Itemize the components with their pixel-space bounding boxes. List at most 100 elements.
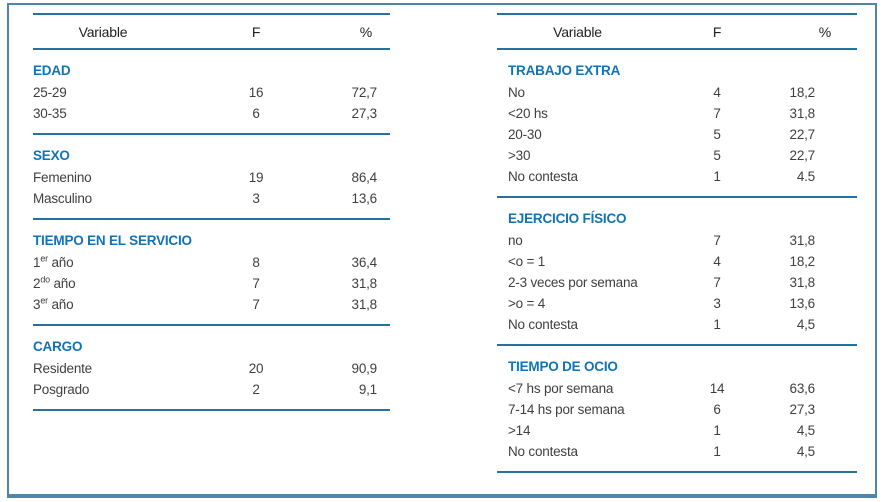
row-frequency-value: 1 bbox=[713, 444, 721, 459]
table-row: No contesta 1 4.5 bbox=[497, 166, 857, 187]
table-row: 25-29 16 72,7 bbox=[33, 82, 390, 103]
row-percent-value: 31,8 bbox=[351, 276, 378, 291]
row-label-rest: año bbox=[49, 276, 76, 291]
table-section: TRABAJO EXTRA No 4 18,2 <20 hs 7 31,8 20-30 5 22,… bbox=[497, 50, 857, 196]
row-label: No contesta bbox=[508, 169, 578, 184]
row-percent-value: 4,5 bbox=[796, 423, 815, 438]
row-label: no bbox=[508, 233, 523, 248]
row-label: Residente bbox=[33, 361, 92, 376]
divider-rule bbox=[497, 344, 857, 346]
sections-container: EDAD 25-29 16 72,7 30-35 6 27,3 SEXO Femenino 19 8… bbox=[33, 50, 390, 411]
row-label: Posgrado bbox=[33, 382, 90, 397]
table-header-row: Variable F % bbox=[497, 15, 857, 48]
row-label: <7 hs por semana bbox=[508, 381, 614, 396]
divider-rule bbox=[33, 218, 390, 220]
header-variable: Variable bbox=[78, 23, 128, 40]
row-label: 2-3 veces por semana bbox=[508, 275, 638, 290]
row-percent-value: 31,8 bbox=[789, 106, 816, 121]
table-section: TIEMPO DE OCIO <7 hs por semana 14 63,6 7-14… bbox=[497, 346, 857, 471]
divider-rule bbox=[33, 324, 390, 326]
row-percent-value: 13,6 bbox=[351, 191, 378, 206]
row-frequency-value: 1 bbox=[713, 169, 721, 184]
divider-rule bbox=[497, 471, 857, 473]
table-row: 30-35 6 27,3 bbox=[33, 103, 390, 124]
table-row: >o = 4 3 13,6 bbox=[497, 293, 857, 314]
row-label-base: 2 bbox=[33, 276, 41, 291]
row-frequency-value: 8 bbox=[252, 255, 260, 270]
table-row: Posgrado 2 9,1 bbox=[33, 379, 390, 400]
section-title: EJERCICIO FÍSICO bbox=[508, 211, 627, 226]
row-percent-value: 9,1 bbox=[358, 382, 377, 397]
section-title: SEXO bbox=[33, 148, 70, 163]
row-label: Masculino bbox=[33, 191, 92, 206]
table-row: >14 1 4,5 bbox=[497, 420, 857, 441]
row-percent-value: 18,2 bbox=[789, 254, 816, 269]
row-label: No contesta bbox=[508, 444, 578, 459]
row-percent-value: 36,4 bbox=[351, 255, 378, 270]
header-percent: % bbox=[359, 23, 372, 40]
row-label: <o = 1 bbox=[508, 254, 546, 269]
row-label: 30-35 bbox=[33, 106, 67, 121]
row-frequency-value: 14 bbox=[709, 381, 725, 396]
table-row: Residente 20 90,9 bbox=[33, 358, 390, 379]
row-percent-value: 4,5 bbox=[796, 444, 815, 459]
row-label-superscript: do bbox=[40, 274, 50, 285]
row-percent-value: 22,7 bbox=[789, 148, 816, 163]
table-row: >30 5 22,7 bbox=[497, 145, 857, 166]
table-row: no 7 31,8 bbox=[497, 230, 857, 251]
habits-table: Variable F % TRABAJO EXTRA No 4 18,2 <20 hs 7… bbox=[497, 13, 857, 473]
row-percent-value: 27,3 bbox=[789, 402, 816, 417]
row-label-base: 1 bbox=[33, 255, 41, 270]
row-label: No bbox=[508, 85, 525, 100]
row-label: 25-29 bbox=[33, 85, 67, 100]
table-row: 20-30 5 22,7 bbox=[497, 124, 857, 145]
section-title: EDAD bbox=[33, 63, 71, 78]
row-label: <20 hs bbox=[508, 106, 548, 121]
row-frequency-value: 3 bbox=[713, 296, 721, 311]
row-label-base: 3 bbox=[33, 297, 41, 312]
header-frequency: F bbox=[712, 23, 722, 40]
table-row: 2do año 7 31,8 bbox=[33, 273, 390, 294]
table-row: No 4 18,2 bbox=[497, 82, 857, 103]
sections-container: TRABAJO EXTRA No 4 18,2 <20 hs 7 31,8 20-30 5 22,… bbox=[497, 50, 857, 473]
table-row: 2-3 veces por semana 7 31,8 bbox=[497, 272, 857, 293]
top-rule bbox=[33, 13, 390, 15]
row-label: 7-14 hs por semana bbox=[508, 402, 625, 417]
row-label: 3er año bbox=[33, 295, 173, 312]
row-percent-value: 31,8 bbox=[789, 233, 816, 248]
row-frequency-value: 19 bbox=[248, 170, 264, 185]
row-label: >14 bbox=[508, 423, 531, 438]
header-rule bbox=[497, 48, 857, 50]
row-percent-value: 13,6 bbox=[789, 296, 816, 311]
row-percent-value: 4,5 bbox=[796, 317, 815, 332]
row-label: 1er año bbox=[33, 254, 173, 270]
header-rule bbox=[33, 48, 390, 50]
row-frequency-value: 5 bbox=[713, 127, 721, 142]
row-label: Femenino bbox=[33, 170, 92, 185]
row-label-superscript: er bbox=[40, 295, 48, 306]
row-frequency-value: 4 bbox=[713, 85, 721, 100]
row-label: 2do año bbox=[33, 274, 173, 291]
table-row: 7-14 hs por semana 6 27,3 bbox=[497, 399, 857, 420]
row-frequency-value: 1 bbox=[713, 317, 721, 332]
demographics-table: Variable F % EDAD 25-29 16 72,7 30-35 6 27,3 SE… bbox=[33, 13, 390, 411]
table-section: EDAD 25-29 16 72,7 30-35 6 27,3 bbox=[33, 50, 390, 133]
row-frequency-value: 7 bbox=[713, 233, 721, 248]
row-percent-value: 31,8 bbox=[789, 275, 816, 290]
table-row: 1er año 8 36,4 bbox=[33, 252, 390, 273]
table-row: <20 hs 7 31,8 bbox=[497, 103, 857, 124]
table-section: EJERCICIO FÍSICO no 7 31,8 <o = 1 4 18,2 2-3 ve… bbox=[497, 198, 857, 344]
table-section: CARGO Residente 20 90,9 Posgrado 2 9,1 bbox=[33, 326, 390, 409]
row-frequency-value: 5 bbox=[713, 148, 721, 163]
table-section: SEXO Femenino 19 86,4 Masculino 3 13,6 bbox=[33, 135, 390, 218]
table-section: TIEMPO EN EL SERVICIO 1er año 8 36,4 2do año… bbox=[33, 220, 390, 324]
row-frequency-value: 7 bbox=[713, 275, 721, 290]
row-percent-value: 86,4 bbox=[351, 170, 378, 185]
row-frequency-value: 7 bbox=[713, 106, 721, 121]
divider-rule bbox=[33, 409, 390, 411]
header-frequency: F bbox=[251, 23, 261, 40]
section-title: TRABAJO EXTRA bbox=[508, 63, 621, 78]
row-frequency-value: 1 bbox=[713, 423, 721, 438]
table-header-row: Variable F % bbox=[33, 15, 390, 48]
